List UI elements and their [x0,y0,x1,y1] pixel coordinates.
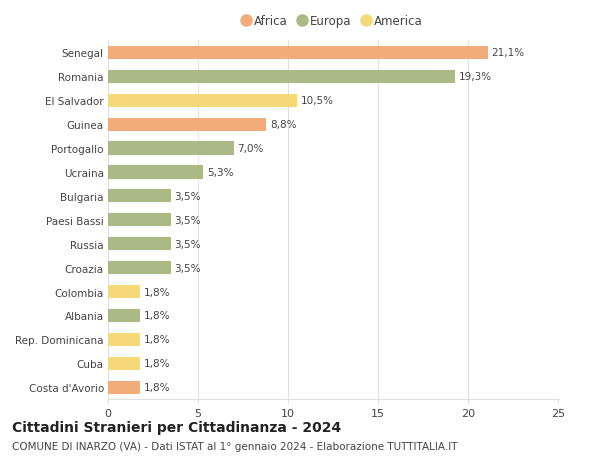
Text: 1,8%: 1,8% [144,358,170,369]
Bar [108,238,171,251]
Bar [108,47,488,60]
Text: 1,8%: 1,8% [144,287,170,297]
Text: 5,3%: 5,3% [207,168,233,178]
Bar [108,214,171,227]
Bar [108,309,140,322]
Text: 10,5%: 10,5% [301,96,334,106]
Bar [108,285,140,298]
Text: 3,5%: 3,5% [175,263,201,273]
Text: 8,8%: 8,8% [270,120,296,130]
Bar [108,333,140,346]
Text: 1,8%: 1,8% [144,335,170,345]
Text: 1,8%: 1,8% [144,311,170,321]
Bar [108,118,266,131]
Text: 3,5%: 3,5% [175,239,201,249]
Bar [108,357,140,370]
Bar [108,71,455,84]
Text: Cittadini Stranieri per Cittadinanza - 2024: Cittadini Stranieri per Cittadinanza - 2… [12,420,341,434]
Bar [108,166,203,179]
Text: COMUNE DI INARZO (VA) - Dati ISTAT al 1° gennaio 2024 - Elaborazione TUTTITALIA.: COMUNE DI INARZO (VA) - Dati ISTAT al 1°… [12,441,458,451]
Text: 3,5%: 3,5% [175,191,201,202]
Bar [108,190,171,203]
Text: 21,1%: 21,1% [491,48,524,58]
Bar [108,262,171,274]
Bar [108,142,234,155]
Bar [108,381,140,394]
Text: 1,8%: 1,8% [144,382,170,392]
Text: 3,5%: 3,5% [175,215,201,225]
Text: 19,3%: 19,3% [459,72,492,82]
Bar [108,95,297,107]
Legend: Africa, Europa, America: Africa, Europa, America [240,11,426,31]
Text: 7,0%: 7,0% [238,144,264,154]
